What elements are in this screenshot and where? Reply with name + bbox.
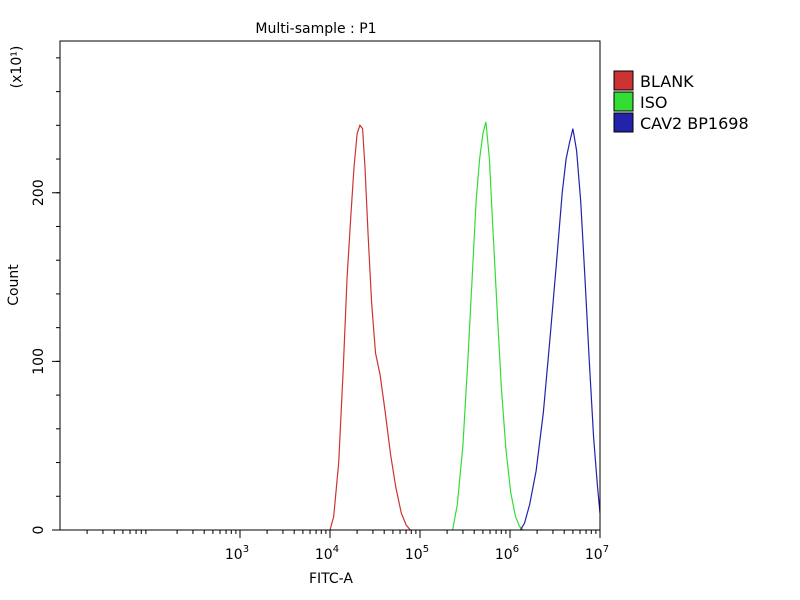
chart-title: Multi-sample : P1 bbox=[255, 21, 376, 37]
y-tick-label: 200 bbox=[31, 179, 47, 206]
x-tick-label: 103 bbox=[225, 544, 249, 563]
series-line-1 bbox=[452, 121, 524, 531]
legend-label-0: BLANK bbox=[640, 72, 694, 91]
x-tick-label: 105 bbox=[405, 544, 429, 563]
legend: BLANK ISO CAV2 BP1698 bbox=[613, 70, 749, 133]
series-line-2 bbox=[519, 128, 601, 531]
y-axis-multiplier: (x10¹) bbox=[9, 46, 25, 89]
legend-swatch-2 bbox=[613, 112, 634, 133]
series-line-0 bbox=[329, 124, 411, 531]
legend-label-1: ISO bbox=[640, 93, 667, 112]
x-tick-label: 106 bbox=[495, 544, 519, 563]
plot-frame bbox=[59, 40, 601, 531]
y-tick-label: 0 bbox=[31, 526, 47, 535]
x-axis-label: FITC-A bbox=[309, 571, 353, 587]
x-tick-label: 107 bbox=[585, 544, 609, 563]
plot-area bbox=[329, 121, 601, 531]
legend-label-2: CAV2 BP1698 bbox=[640, 114, 749, 133]
x-tick-label: 104 bbox=[315, 544, 339, 563]
y-axis-label: Count bbox=[6, 264, 22, 306]
axis-ticks: 103 104 105 106 107 0 100 200 bbox=[31, 57, 609, 563]
legend-swatch-0 bbox=[613, 70, 634, 91]
y-tick-label: 100 bbox=[31, 348, 47, 375]
legend-swatch-1 bbox=[613, 91, 634, 112]
